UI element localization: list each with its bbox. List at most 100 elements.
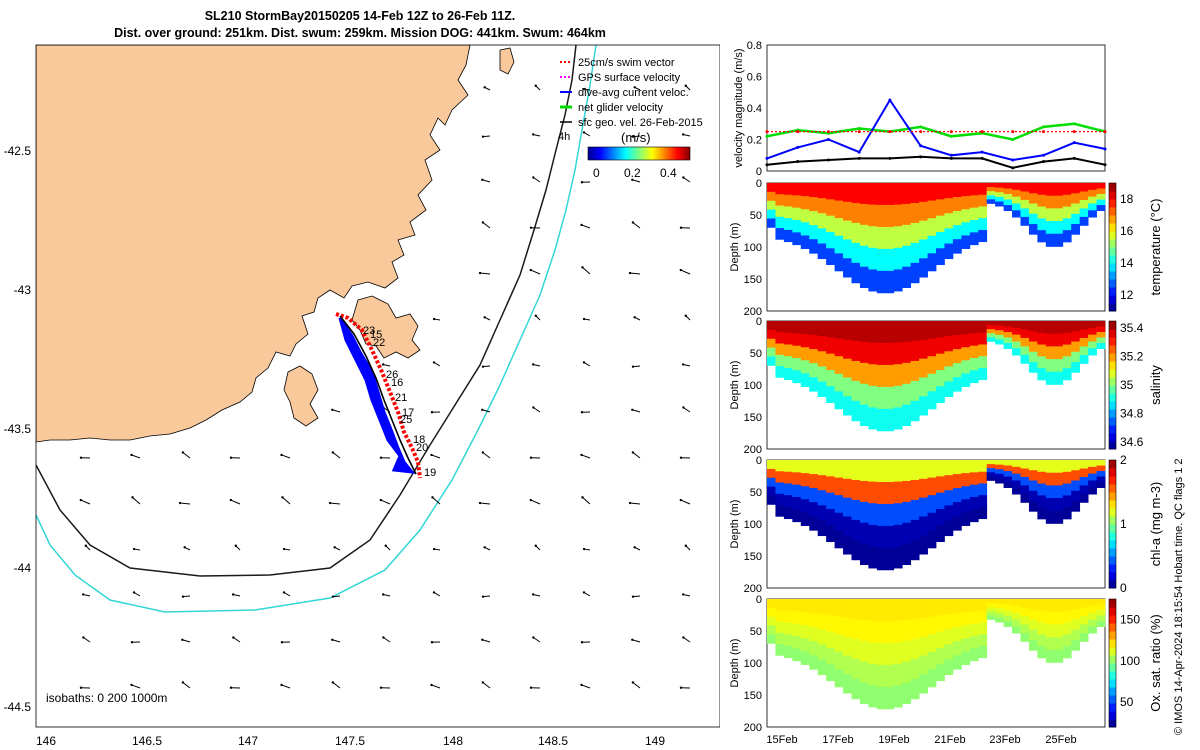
section-cell: [952, 655, 962, 670]
colorbar-segment: [1109, 599, 1116, 608]
section-cell: [995, 617, 1004, 623]
section-cell: [1037, 599, 1047, 612]
section-cell: [851, 618, 861, 640]
section-cell: [927, 218, 937, 237]
section-cell: [767, 634, 776, 644]
section-cell: [800, 334, 810, 348]
vector-arrow-head: [130, 683, 133, 687]
map-axes-frame: [35, 44, 720, 728]
section-cell: [859, 460, 869, 482]
section-cell: [843, 339, 852, 360]
section-cell: [902, 362, 912, 385]
colorbar-segment: [1109, 476, 1116, 485]
section-y-tick-label: 0: [756, 455, 762, 467]
section-cell: [1079, 208, 1089, 218]
velocity-point: [919, 130, 923, 134]
section-cell: [1045, 233, 1055, 247]
map-panel: 23 15 22 26 16 21 17 25 18 20 19 25cm/s …: [4, 44, 720, 748]
section-cell: [809, 655, 819, 670]
section-cell: [1028, 224, 1038, 235]
section-cell: [969, 509, 979, 523]
section-cell: [1020, 329, 1030, 339]
vector-arrow-head: [331, 595, 335, 598]
section-cell: [843, 321, 852, 341]
section-cell: [919, 377, 928, 397]
section-cell: [792, 220, 802, 233]
section-cell: [1020, 208, 1030, 218]
section-cell: [1096, 615, 1106, 622]
day-label: 16: [391, 377, 403, 389]
section-cell: [783, 495, 793, 508]
colorbar-tick-label: 2: [1120, 453, 1127, 467]
velocity-point: [1042, 160, 1046, 164]
section-cell: [1037, 495, 1047, 508]
section-cell: [961, 235, 971, 249]
section-cell: [851, 380, 861, 402]
vector-arrow: [432, 497, 441, 505]
colorbar-segment: [1109, 303, 1116, 312]
section-cell: [868, 226, 878, 249]
colorbar-segment: [1109, 353, 1116, 362]
section-cell: [1020, 615, 1030, 625]
section-cell: [868, 364, 878, 387]
section-cell: [969, 599, 979, 612]
section-cell: [978, 599, 988, 612]
section-cell: [936, 664, 945, 682]
section-cell: [919, 617, 928, 638]
section-cell: [783, 645, 793, 659]
section-cell: [1003, 205, 1013, 211]
colorbar-tick: 0: [593, 166, 600, 180]
section-cell: [902, 599, 912, 621]
section-cell: [868, 599, 878, 622]
section-y-tick-label: 50: [750, 626, 762, 638]
vector-arrow-head: [82, 636, 85, 639]
section-cell: [1020, 183, 1030, 192]
vector-arrow: [632, 409, 641, 413]
vector-arrow-head: [280, 453, 283, 457]
legend-dive-label: dive-avg current veloc.: [578, 87, 689, 99]
section-cell: [1045, 510, 1055, 524]
section-cell: [868, 269, 878, 292]
section-cell: [800, 473, 810, 487]
colorbar-segment: [1109, 199, 1116, 208]
vector-arrow-head: [631, 135, 635, 138]
vector-arrow: [479, 272, 491, 275]
section-cell: [834, 235, 844, 254]
section-cell: [969, 370, 979, 384]
section-cell: [910, 658, 920, 680]
section-cell: [1028, 362, 1038, 373]
section-cell: [817, 366, 827, 382]
section-y-tick-label: 0: [756, 178, 762, 190]
section-cell: [1037, 206, 1047, 219]
vector-arrow: [632, 639, 641, 643]
section-cell: [893, 183, 903, 206]
section-cell: [978, 634, 988, 647]
section-cell: [851, 202, 861, 224]
section-cell: [1071, 460, 1081, 471]
colorbar-tick-label: 34.8: [1120, 406, 1144, 420]
section-cell: [1096, 337, 1106, 344]
vector-arrow: [332, 682, 341, 689]
velocity-point: [888, 156, 892, 160]
colorbar-segment: [1109, 393, 1116, 402]
velocity-axes-frame: [766, 44, 1106, 172]
vector-arrow-head: [481, 135, 485, 138]
glider-track-blue: [338, 317, 416, 474]
section-cell: [893, 503, 903, 526]
vector-arrow-head: [381, 363, 385, 366]
vector-arrow: [482, 179, 491, 183]
section-cell: [826, 248, 835, 266]
vector-arrow: [533, 407, 541, 413]
colorbar-segment: [1109, 369, 1116, 378]
vector-arrow-head: [430, 453, 433, 457]
section-cell: [800, 651, 810, 665]
section-cell: [1071, 640, 1081, 651]
colorbar-segment: [1109, 409, 1116, 418]
section-cell: [843, 497, 852, 517]
section-cell: [919, 201, 928, 222]
section-cell: [885, 386, 895, 410]
velocity-point: [919, 155, 923, 159]
section-cell: [961, 473, 971, 487]
section-cell: [876, 664, 886, 688]
y-tick-label: -44: [14, 561, 32, 575]
